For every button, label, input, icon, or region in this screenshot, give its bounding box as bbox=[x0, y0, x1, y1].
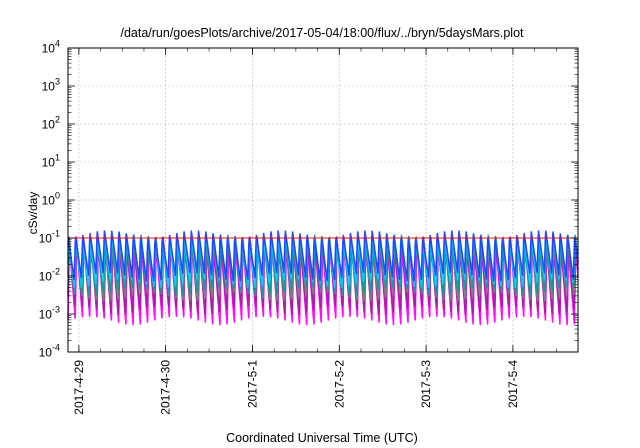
y-tick-label: 104 bbox=[42, 39, 60, 56]
y-tick-label: 10-2 bbox=[39, 267, 60, 284]
x-axis: 2017-4-29 2017-4-30 2017-5-1 2017-5-2 2017-5… bbox=[72, 48, 579, 415]
y-tick-label: 101 bbox=[42, 153, 60, 170]
y-tick-label: 10-4 bbox=[39, 343, 60, 360]
x-tick-label: 2017-4-30 bbox=[159, 360, 173, 415]
x-tick-label: 2017-5-4 bbox=[506, 360, 520, 408]
series-layer bbox=[67, 230, 579, 326]
y-tick-label: 102 bbox=[42, 115, 60, 132]
y-tick-label: 10-1 bbox=[39, 229, 60, 246]
x-tick-label: 2017-4-29 bbox=[72, 360, 86, 415]
y-axis: 10-4 10-3 10-2 10-1 100 101 102 103 104 bbox=[39, 39, 578, 360]
x-tick-label: 2017-5-2 bbox=[332, 360, 346, 408]
y-tick-label: 103 bbox=[42, 77, 60, 94]
x-tick-label: 2017-5-3 bbox=[419, 360, 433, 408]
x-tick-label: 2017-5-1 bbox=[245, 360, 259, 408]
x-axis-label: Coordinated Universal Time (UTC) bbox=[226, 431, 418, 445]
y-tick-label: 100 bbox=[42, 191, 60, 208]
y-tick-label: 10-3 bbox=[39, 305, 60, 322]
y-axis-label: cSv/day bbox=[26, 192, 40, 235]
series-line bbox=[67, 230, 579, 282]
chart-title: /data/run/goesPlots/archive/2017-05-04/1… bbox=[120, 26, 524, 40]
